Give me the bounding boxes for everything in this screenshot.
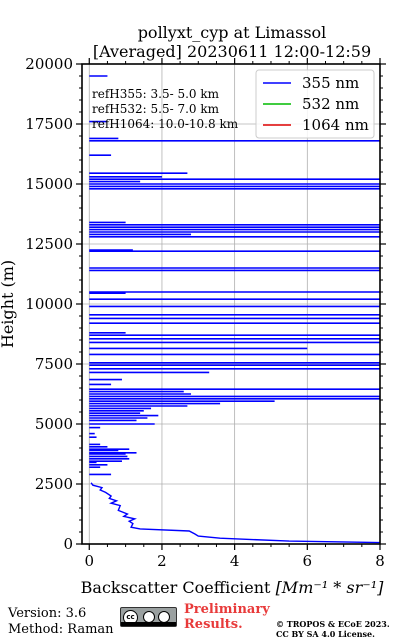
- y-tick-label: 2500: [35, 475, 73, 493]
- y-tick-label: 10000: [25, 295, 73, 313]
- version-text: Version: 3.6: [8, 606, 87, 621]
- legend-label: 532 nm: [302, 95, 359, 113]
- y-tick-label: 5000: [35, 415, 73, 433]
- plot-area: 0 2 4 6 8 0 2500 5000 7500 10000 12500 15000 17500 20…: [25, 55, 386, 570]
- legend-label: 355 nm: [302, 74, 359, 92]
- y-tick-label: 0: [63, 535, 73, 553]
- creative-commons-badge-icon: cc: [120, 607, 177, 627]
- y-tick-label: 15000: [25, 175, 73, 193]
- legend-label: 1064 nm: [302, 116, 369, 134]
- chart-subtitle: [Averaged] 20230611 12:00-12:59: [93, 42, 371, 61]
- reference-height-label: refH355: 3.5- 5.0 km: [92, 87, 220, 101]
- x-axis-label: Backscatter Coefficient [Mm⁻¹ * sr⁻¹]: [81, 578, 384, 597]
- preliminary-line2: Results.: [184, 617, 243, 632]
- profile-line: [90, 482, 381, 544]
- license-band: [121, 622, 176, 626]
- x-tick-label: 8: [375, 552, 385, 570]
- preliminary-line1: Preliminary: [184, 602, 270, 617]
- x-axis-label-text: Backscatter Coefficient: [81, 578, 276, 597]
- x-axis-label-units: [Mm⁻¹ * sr⁻¹]: [276, 578, 385, 597]
- x-tick-label: 0: [84, 552, 94, 570]
- x-tick-label: 6: [303, 552, 313, 570]
- y-tick-label: 17500: [25, 115, 73, 133]
- y-tick-label: 20000: [25, 55, 73, 73]
- y-tick-label: 12500: [25, 235, 73, 253]
- method-text: Method: Raman: [8, 622, 114, 637]
- y-tick-label: 7500: [35, 355, 73, 373]
- x-tick-label: 2: [157, 552, 167, 570]
- legend: 355 nm 532 nm 1064 nm: [255, 69, 375, 139]
- reference-height-label: refH532: 5.5- 7.0 km: [92, 102, 220, 116]
- y-axis-label: Height (m): [0, 260, 17, 348]
- chart-title: pollyxt_cyp at Limassol: [138, 23, 327, 42]
- copyright-line1: © TROPOS & ECoE 2023.: [276, 619, 390, 629]
- reference-height-label: refH1064: 10.0-10.8 km: [92, 117, 239, 131]
- series-355-nm: [89, 75, 381, 544]
- legend-box: [255, 69, 375, 139]
- x-tick-label: 4: [230, 552, 240, 570]
- copyright-line2: CC BY SA 4.0 License.: [276, 629, 375, 639]
